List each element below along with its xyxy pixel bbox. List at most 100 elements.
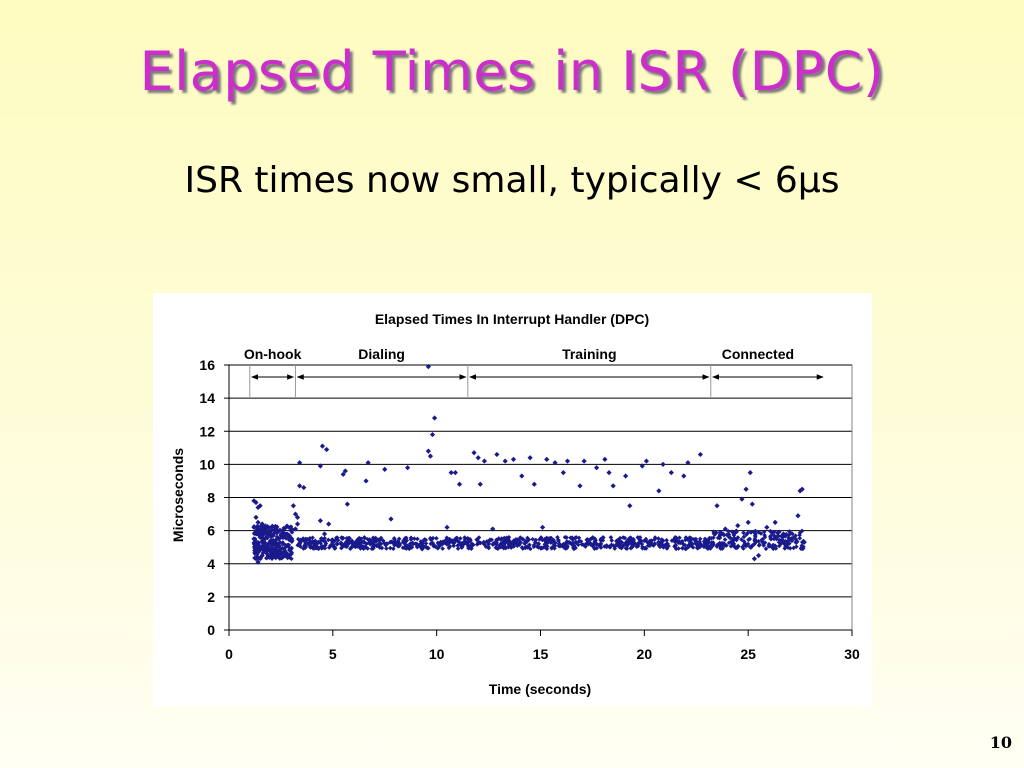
data-point bbox=[323, 541, 329, 546]
data-point bbox=[467, 537, 473, 544]
data-point bbox=[631, 541, 637, 547]
data-point bbox=[772, 533, 777, 538]
data-point bbox=[361, 539, 367, 545]
data-point bbox=[569, 541, 575, 547]
data-point bbox=[664, 546, 670, 551]
data-point bbox=[550, 545, 556, 550]
data-point bbox=[462, 537, 468, 542]
data-point bbox=[511, 538, 517, 543]
data-point bbox=[556, 541, 562, 547]
data-point bbox=[409, 544, 415, 550]
data-point bbox=[425, 448, 431, 454]
data-point bbox=[606, 470, 612, 476]
data-point bbox=[728, 543, 734, 549]
data-point bbox=[253, 514, 259, 520]
data-point bbox=[303, 539, 309, 545]
data-point bbox=[790, 531, 795, 537]
data-points bbox=[251, 364, 807, 565]
data-point bbox=[683, 546, 689, 552]
data-point bbox=[676, 546, 681, 551]
data-point bbox=[628, 535, 633, 541]
data-point bbox=[491, 541, 496, 546]
data-point bbox=[623, 545, 629, 551]
data-point bbox=[741, 539, 747, 544]
data-point bbox=[477, 481, 483, 487]
data-point bbox=[617, 535, 623, 541]
data-point bbox=[346, 535, 351, 541]
phase-label-on-hook: On-hook bbox=[244, 346, 302, 362]
data-point bbox=[701, 542, 708, 549]
data-point bbox=[749, 501, 755, 507]
data-point bbox=[501, 545, 507, 551]
data-point bbox=[266, 525, 272, 531]
data-point bbox=[619, 545, 624, 551]
data-point bbox=[593, 538, 598, 543]
data-point bbox=[581, 458, 587, 464]
data-point bbox=[319, 546, 325, 551]
data-point bbox=[481, 458, 488, 464]
data-point bbox=[502, 539, 508, 544]
data-point bbox=[775, 529, 781, 535]
data-point bbox=[741, 546, 746, 551]
data-point bbox=[768, 529, 774, 535]
data-point bbox=[544, 546, 550, 552]
data-point bbox=[273, 546, 279, 552]
data-point bbox=[606, 544, 612, 549]
data-point bbox=[377, 541, 384, 547]
data-point bbox=[531, 481, 537, 487]
data-point bbox=[527, 455, 533, 461]
data-point bbox=[664, 541, 670, 547]
x-tick-label: 20 bbox=[637, 646, 653, 662]
data-point bbox=[444, 524, 450, 530]
data-point bbox=[417, 542, 423, 549]
data-point bbox=[344, 501, 350, 507]
data-point bbox=[326, 537, 331, 543]
y-tick-label: 12 bbox=[199, 423, 215, 439]
data-point bbox=[267, 539, 273, 545]
data-point bbox=[721, 541, 726, 547]
data-point bbox=[690, 545, 696, 550]
data-point bbox=[744, 532, 749, 537]
data-point bbox=[572, 535, 578, 541]
data-point bbox=[735, 523, 741, 529]
data-point bbox=[340, 471, 346, 477]
data-point bbox=[647, 543, 653, 549]
data-point bbox=[793, 539, 799, 545]
data-point bbox=[430, 540, 435, 546]
data-point bbox=[317, 463, 323, 469]
data-point bbox=[294, 521, 301, 527]
data-point bbox=[538, 535, 544, 540]
data-point bbox=[797, 530, 803, 536]
page-number: 10 bbox=[989, 733, 1012, 752]
y-tick-label: 2 bbox=[207, 589, 215, 605]
data-point bbox=[543, 539, 549, 545]
data-point bbox=[787, 530, 793, 535]
data-point bbox=[685, 460, 691, 466]
data-point bbox=[391, 546, 396, 552]
data-point bbox=[689, 541, 695, 547]
data-point bbox=[324, 446, 330, 453]
data-point bbox=[490, 526, 496, 532]
data-point bbox=[747, 536, 753, 542]
data-point bbox=[426, 545, 431, 551]
data-point bbox=[403, 536, 408, 541]
data-point bbox=[754, 539, 759, 544]
data-point bbox=[265, 541, 272, 547]
data-point bbox=[276, 543, 282, 548]
data-point bbox=[518, 535, 523, 540]
data-point bbox=[498, 541, 504, 547]
data-point bbox=[334, 535, 339, 541]
data-point bbox=[446, 541, 451, 546]
data-point bbox=[756, 543, 762, 548]
data-point bbox=[404, 465, 411, 471]
data-point bbox=[286, 534, 292, 540]
data-point bbox=[307, 535, 313, 541]
data-point bbox=[502, 543, 508, 549]
data-point bbox=[623, 473, 629, 479]
data-point bbox=[458, 536, 463, 541]
data-point bbox=[253, 499, 259, 506]
data-point bbox=[797, 535, 803, 541]
data-point bbox=[716, 535, 722, 540]
data-point bbox=[261, 532, 266, 538]
data-point bbox=[466, 545, 471, 551]
